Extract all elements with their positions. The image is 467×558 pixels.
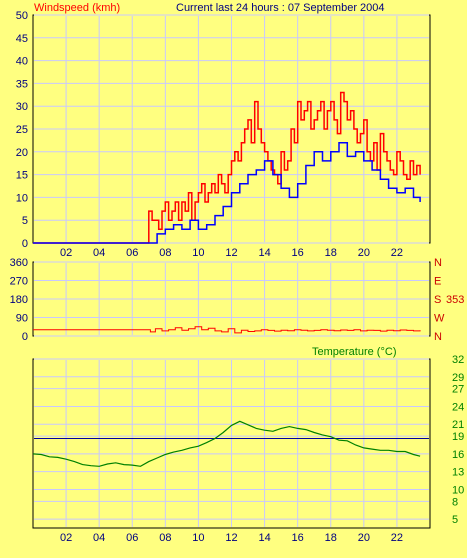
windspeed-x-tick-label: 10 — [192, 247, 204, 259]
temperature-x-tick-label: 08 — [159, 532, 171, 544]
direction-compass-label: E — [434, 276, 441, 288]
temperature-y-tick-label: 21 — [452, 419, 464, 431]
direction-compass-label: N — [434, 257, 442, 269]
windspeed-x-tick-label: 14 — [258, 247, 270, 259]
direction-compass-label: W — [434, 313, 445, 325]
windspeed-title: Windspeed (kmh) — [34, 2, 120, 14]
windspeed-x-tick-label: 18 — [325, 247, 337, 259]
temperature-x-tick-label: 14 — [258, 532, 270, 544]
temperature-y-tick-label: 29 — [452, 372, 464, 384]
windspeed-series-red — [33, 91, 421, 244]
temperature-x-tick-label: 02 — [60, 532, 72, 544]
wind-direction-panel: 0 N 90 W 180 S 270 E 360 N 353 — [10, 257, 465, 343]
windspeed-panel: 0 5 10 15 20 25 30 35 40 45 50 02 04 06 08 10 12 14 16 18 20… — [16, 10, 431, 259]
direction-series-red — [33, 326, 421, 334]
temperature-x-tick-label: 18 — [325, 532, 337, 544]
windspeed-y-tick-label: 0 — [22, 238, 28, 250]
windspeed-x-tick-label: 16 — [292, 247, 304, 259]
windspeed-y-tick-label: 15 — [16, 170, 28, 182]
chart-date-title: Current last 24 hours : 07 September 200… — [176, 2, 385, 14]
temperature-y-tick-label: 16 — [452, 449, 464, 461]
temperature-title: Temperature (°C) — [312, 346, 396, 358]
temperature-y-tick-label: 5 — [452, 514, 458, 526]
temperature-y-tick-label: 27 — [452, 384, 464, 396]
temperature-y-tick-label: 19 — [452, 431, 464, 443]
direction-y-tick-label: 0 — [22, 331, 28, 343]
temperature-x-tick-label: 04 — [93, 532, 105, 544]
direction-compass-label: S — [434, 294, 441, 306]
temperature-x-tick-label: 12 — [225, 532, 237, 544]
windspeed-y-tick-label: 20 — [16, 147, 28, 159]
temperature-x-tick-label: 06 — [126, 532, 138, 544]
windspeed-y-tick-label: 50 — [16, 10, 28, 22]
temperature-x-tick-label: 16 — [292, 532, 304, 544]
windspeed-x-tick-label: 04 — [93, 247, 105, 259]
windspeed-x-tick-label: 06 — [126, 247, 138, 259]
direction-current-value: 353 — [446, 294, 464, 306]
windspeed-x-tick-label: 08 — [159, 247, 171, 259]
temperature-y-tick-label: 13 — [452, 467, 464, 479]
direction-compass-label: N — [434, 331, 442, 343]
temperature-x-tick-label: 10 — [192, 532, 204, 544]
direction-y-tick-label: 360 — [10, 257, 28, 269]
windspeed-y-tick-label: 40 — [16, 56, 28, 68]
windspeed-y-tick-label: 30 — [16, 101, 28, 113]
windspeed-y-tick-label: 35 — [16, 78, 28, 90]
windspeed-x-tick-label: 20 — [358, 247, 370, 259]
windspeed-y-tick-label: 45 — [16, 33, 28, 45]
temperature-x-tick-label: 22 — [391, 532, 403, 544]
windspeed-x-tick-label: 12 — [225, 247, 237, 259]
direction-y-tick-label: 90 — [16, 313, 28, 325]
windspeed-y-tick-label: 5 — [22, 215, 28, 227]
temperature-y-tick-label: 8 — [452, 496, 458, 508]
windspeed-y-tick-label: 10 — [16, 192, 28, 204]
temperature-y-tick-label: 10 — [452, 484, 464, 496]
windspeed-y-tick-label: 25 — [16, 124, 28, 136]
windspeed-series-blue — [33, 141, 421, 244]
temperature-y-tick-label: 32 — [452, 354, 464, 366]
temperature-y-tick-label: 24 — [452, 401, 464, 413]
direction-y-tick-label: 270 — [10, 276, 28, 288]
temperature-x-tick-label: 20 — [358, 532, 370, 544]
windspeed-x-tick-label: 02 — [60, 247, 72, 259]
direction-y-tick-label: 180 — [10, 294, 28, 306]
temperature-series-line — [32, 420, 421, 467]
windspeed-x-tick-label: 22 — [391, 247, 403, 259]
